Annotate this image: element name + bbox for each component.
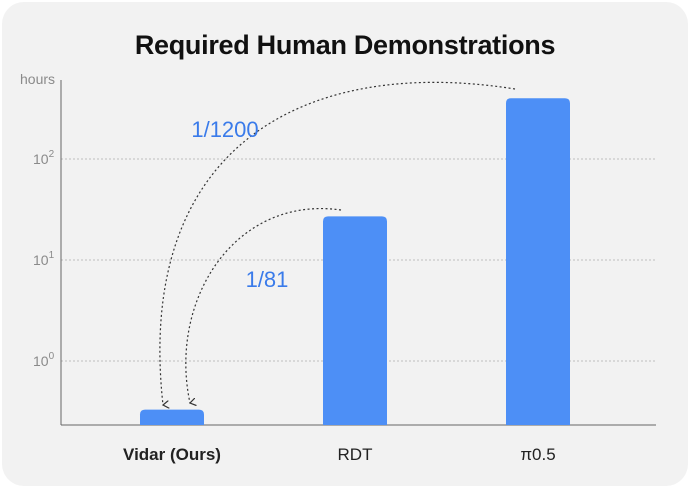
labels: 100 101 102 hours Vidar (Ours) RDT π0.5 1/1200 1… [20,71,556,464]
x-tick-label: Vidar (Ours) [123,445,221,464]
bars [140,98,570,425]
annotation-arrow [159,81,516,405]
annotation-label: 1/1200 [191,117,258,142]
annotation-label: 1/81 [246,267,289,292]
bar-3 [506,98,570,425]
y-tick-label: 100 [33,351,55,369]
y-axis-label: hours [20,71,55,87]
annotations [159,81,516,405]
x-tick-label: π0.5 [520,445,555,464]
y-tick-label: 101 [33,250,55,268]
bar-1 [140,409,204,425]
y-tick-label: 102 [33,149,55,167]
bar-2 [323,216,387,425]
annotation-arrow [185,208,342,403]
x-tick-label: RDT [338,445,373,464]
chart-title: Required Human Demonstrations [134,30,556,60]
